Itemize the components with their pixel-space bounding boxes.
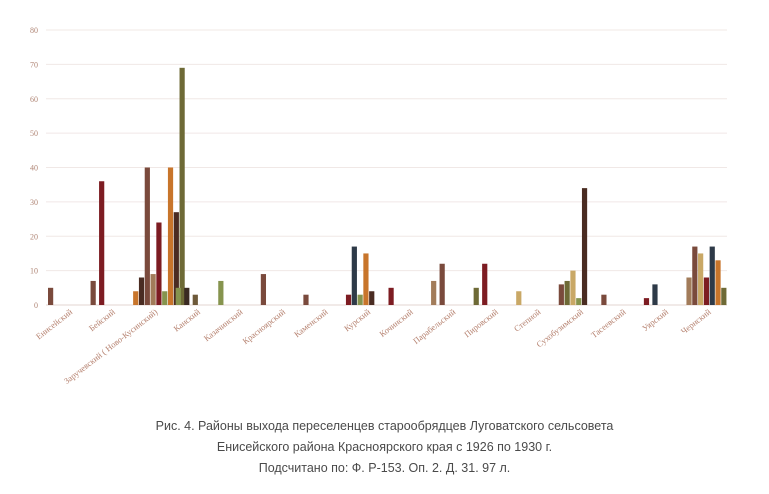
- y-tick-label: 20: [30, 232, 38, 241]
- bar: [692, 246, 698, 305]
- bar: [721, 287, 727, 305]
- bar: [576, 298, 582, 305]
- bar: [345, 294, 352, 305]
- bar: [162, 291, 168, 305]
- bar: [144, 167, 150, 305]
- bar: [192, 294, 198, 305]
- x-category-label: Енисейский: [34, 306, 75, 341]
- caption-line-1: Рис. 4. Районы выхода переселенцев старо…: [155, 419, 614, 433]
- x-category-label: Канский: [171, 306, 202, 333]
- bar: [175, 287, 181, 305]
- bar: [698, 253, 704, 305]
- bar: [431, 280, 437, 305]
- y-tick-label: 60: [30, 95, 38, 104]
- bar: [303, 294, 309, 305]
- bar: [99, 181, 105, 305]
- bar: [715, 260, 721, 305]
- x-category-label: Степной: [512, 306, 543, 333]
- bar: [516, 291, 522, 305]
- x-category-label: Парабельский: [411, 306, 458, 346]
- bar: [48, 287, 54, 305]
- y-tick-label: 50: [30, 129, 38, 138]
- caption-line-3: Подсчитано по: Ф. Р-153. Оп. 2. Д. 31. 9…: [258, 461, 511, 475]
- x-category-label: Курский: [342, 306, 373, 333]
- y-tick-label: 30: [30, 198, 38, 207]
- bar: [439, 263, 445, 305]
- x-category-label: Бейский: [87, 306, 117, 333]
- bar: [581, 188, 588, 305]
- bar: [133, 291, 139, 305]
- x-category-label: Сухобузимский: [534, 306, 585, 349]
- bar: [558, 284, 564, 305]
- x-category-label: Казачинский: [202, 306, 245, 343]
- bar: [363, 253, 369, 305]
- bar: [570, 270, 576, 305]
- x-category-label: Каменский: [292, 306, 330, 339]
- bar: [473, 287, 479, 305]
- bar: [179, 67, 185, 305]
- bar: [150, 274, 156, 305]
- y-tick-label: 80: [30, 26, 38, 35]
- y-tick-label: 0: [34, 301, 38, 310]
- bar: [138, 277, 145, 305]
- figure-caption: Рис. 4. Районы выхода переселенцев старо…: [0, 416, 769, 479]
- bar: [357, 294, 363, 305]
- bar: [709, 246, 715, 305]
- y-tick-label: 10: [30, 267, 38, 276]
- x-category-label: Уярский: [640, 306, 670, 333]
- y-tick-label: 70: [30, 60, 38, 69]
- x-category-label: Тасеевский: [589, 306, 628, 339]
- x-category-label: Пировский: [462, 306, 500, 339]
- bar: [703, 277, 710, 305]
- bar: [351, 246, 357, 305]
- x-category-label: Чернский: [679, 306, 713, 336]
- bar: [686, 277, 692, 305]
- bar: [173, 212, 179, 305]
- bar: [90, 280, 96, 305]
- bar: [156, 222, 162, 305]
- caption-line-2: Енисейского района Красноярского края с …: [216, 440, 553, 454]
- bar: [643, 298, 650, 305]
- bar: [369, 291, 375, 305]
- x-category-label: Красноярский: [240, 306, 287, 346]
- bar: [482, 263, 488, 305]
- bar: [601, 294, 607, 305]
- bar: [167, 167, 174, 305]
- bar: [184, 287, 190, 305]
- bar: [260, 274, 267, 305]
- y-tick-label: 40: [30, 164, 38, 173]
- bar: [652, 284, 658, 305]
- bar: [218, 280, 224, 305]
- x-category-label: Кочинский: [377, 306, 415, 339]
- bar: [388, 287, 394, 305]
- bar: [564, 280, 570, 305]
